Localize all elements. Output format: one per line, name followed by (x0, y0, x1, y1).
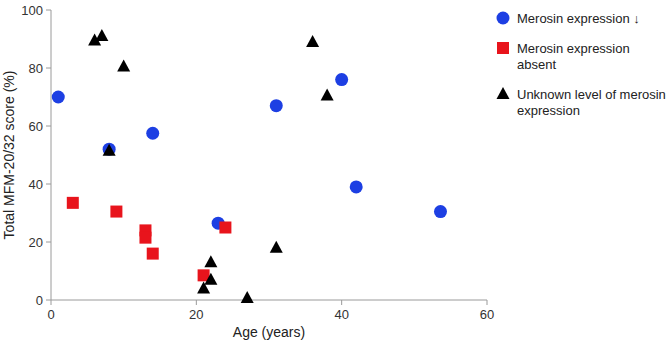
x-axis (51, 300, 487, 301)
y-tick-label: 100 (21, 3, 43, 18)
y-tick (46, 126, 51, 127)
y-tick-label: 20 (29, 235, 43, 250)
chart: 0 20 40 60 80 100 0 20 40 60 Age (years) Total MFM-… (0, 0, 666, 344)
point (270, 241, 283, 253)
legend-marker (497, 87, 510, 99)
point (335, 73, 348, 86)
y-tick (46, 300, 51, 301)
point (270, 99, 283, 112)
y-tick (46, 68, 51, 69)
y-tick-label: 60 (29, 119, 43, 134)
point (306, 35, 319, 47)
y-tick-label: 80 (29, 61, 43, 76)
legend-label: Merosin expression ↓ (517, 11, 640, 26)
y-axis-label: Total MFM-20/32 score (%) (1, 71, 17, 240)
point (204, 255, 217, 267)
y-tick-label: 40 (29, 177, 43, 192)
legend-label: Unknown level of merosinexpression (517, 87, 666, 118)
x-tick (341, 300, 342, 305)
point (110, 206, 122, 218)
legend-marker (497, 12, 510, 25)
y-tick (46, 184, 51, 185)
y-axis (51, 10, 52, 300)
x-tick (196, 300, 197, 305)
legend-line: Unknown level of merosin (517, 87, 666, 102)
legend-label: Merosin expressionabsent (517, 41, 630, 72)
point (67, 197, 79, 209)
y-tick (46, 10, 51, 11)
point (139, 232, 151, 244)
x-tick-label: 20 (189, 307, 203, 322)
legend-line: Merosin expression ↓ (517, 11, 640, 26)
point (241, 291, 254, 303)
x-tick-label: 60 (480, 307, 494, 322)
point (197, 281, 210, 293)
point (103, 143, 116, 156)
x-tick (487, 300, 488, 305)
point (147, 248, 159, 260)
point (204, 273, 217, 285)
legend-line: absent (517, 57, 556, 72)
point (350, 180, 363, 193)
legend-line: expression (517, 103, 580, 118)
point (146, 127, 159, 140)
point (321, 89, 334, 101)
x-axis-label: Age (years) (233, 324, 305, 340)
point (219, 222, 231, 234)
points (52, 29, 447, 303)
point (117, 60, 130, 72)
x-tick (51, 300, 52, 305)
point (103, 144, 116, 156)
y-tick-label: 0 (36, 293, 43, 308)
x-tick-label: 0 (47, 307, 54, 322)
x-tick-label: 40 (334, 307, 348, 322)
point (52, 91, 65, 104)
legend-marker (497, 42, 509, 54)
y-tick (46, 242, 51, 243)
legend-line: Merosin expression (517, 41, 630, 56)
point (434, 205, 447, 218)
point (95, 29, 108, 41)
